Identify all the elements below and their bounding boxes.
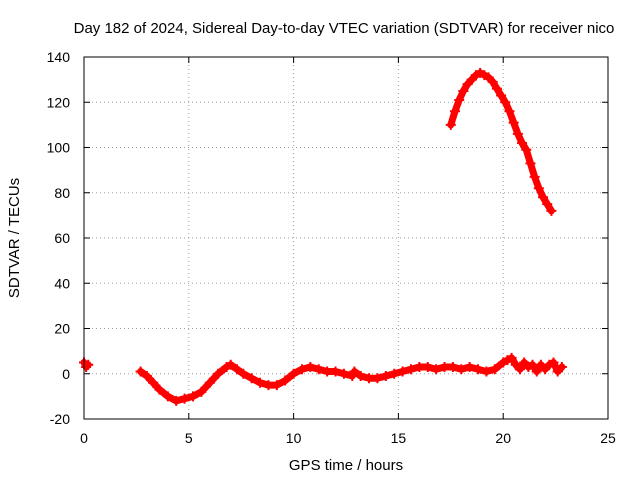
data-point (542, 199, 553, 210)
data-point (305, 361, 316, 372)
data-point (263, 380, 274, 391)
data-point (135, 366, 146, 377)
x-tick-label: 25 (600, 430, 616, 446)
data-point (296, 364, 307, 375)
data-point (288, 368, 299, 379)
data-point (372, 373, 383, 384)
data-point (525, 158, 536, 169)
data-point (148, 377, 159, 388)
y-tick-label: 80 (54, 185, 70, 201)
data-point (162, 391, 173, 402)
data-point (171, 395, 182, 406)
y-tick-label: 60 (54, 230, 70, 246)
data-point (527, 359, 538, 370)
data-point (364, 373, 375, 384)
y-axis-label: SDTVAR / TECUs (6, 178, 23, 298)
data-point (238, 368, 249, 379)
data-point (313, 364, 324, 375)
data-point (546, 205, 557, 216)
y-tick-label: 100 (47, 140, 71, 156)
data-point (473, 364, 484, 375)
data-point (529, 171, 540, 182)
data-point (447, 361, 458, 372)
x-tick-label: 5 (185, 430, 193, 446)
data-point (556, 361, 567, 372)
y-tick-label: 40 (54, 275, 70, 291)
series-band-segment-2 (137, 361, 356, 405)
data-point (225, 359, 236, 370)
data-point (491, 83, 502, 94)
data-point (414, 361, 425, 372)
data-point (397, 366, 408, 377)
data-point (464, 361, 475, 372)
data-point (271, 380, 282, 391)
y-tick-label: 0 (62, 366, 70, 382)
data-point (512, 128, 523, 139)
data-point (517, 137, 528, 148)
data-point (330, 366, 341, 377)
data-point (187, 391, 198, 402)
x-axis-label: GPS time / hours (289, 457, 403, 474)
data-point (538, 192, 549, 203)
data-point (489, 364, 500, 375)
data-point (487, 76, 498, 87)
data-point (380, 371, 391, 382)
data-point (81, 361, 92, 372)
data-point (154, 384, 165, 395)
data-point (255, 377, 266, 388)
data-point (246, 373, 257, 384)
data-point (504, 106, 515, 117)
x-tick-label: 20 (495, 430, 511, 446)
data-series (79, 67, 567, 406)
data-point (508, 117, 519, 128)
x-tick-label: 10 (286, 430, 302, 446)
axis-ticks: 0 5 10 15 20 25 -20 0 20 40 60 80 100 120 140 (47, 49, 616, 446)
data-point (232, 364, 243, 375)
data-point (405, 364, 416, 375)
data-point (533, 183, 544, 194)
data-point (355, 371, 366, 382)
y-tick-label: 140 (47, 49, 71, 65)
data-point (141, 371, 152, 382)
data-point (280, 375, 291, 386)
data-point (514, 364, 525, 375)
data-point (179, 393, 190, 404)
data-point (431, 364, 442, 375)
data-point (531, 366, 542, 377)
x-tick-label: 15 (391, 430, 407, 446)
data-point (454, 94, 465, 105)
data-point (389, 368, 400, 379)
data-point (496, 90, 507, 101)
data-point (349, 366, 360, 377)
data-point (521, 144, 532, 155)
x-tick-label: 0 (80, 430, 88, 446)
data-point (204, 377, 215, 388)
data-point (445, 119, 456, 130)
y-tick-label: 120 (47, 94, 71, 110)
chart-title: Day 182 of 2024, Sidereal Day-to-day VTE… (74, 20, 615, 37)
grid (84, 57, 608, 419)
data-point (449, 106, 460, 117)
data-point (500, 97, 511, 108)
data-point (322, 366, 333, 377)
data-point (439, 361, 450, 372)
y-tick-label: -20 (50, 411, 70, 427)
data-point (422, 361, 433, 372)
y-tick-label: 20 (54, 321, 70, 337)
data-point (548, 357, 559, 368)
data-point (196, 386, 207, 397)
data-point (456, 364, 467, 375)
data-point (481, 366, 492, 377)
data-point (213, 368, 224, 379)
data-point (338, 368, 349, 379)
data-point (506, 352, 517, 363)
data-point (83, 359, 94, 370)
data-point (458, 85, 469, 96)
